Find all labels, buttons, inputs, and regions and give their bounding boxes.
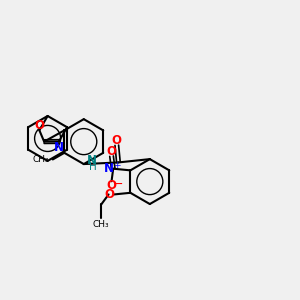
Text: O: O bbox=[106, 179, 116, 192]
Text: −: − bbox=[112, 178, 123, 191]
Text: N: N bbox=[54, 141, 64, 154]
Text: N: N bbox=[104, 162, 114, 175]
Text: O: O bbox=[34, 119, 44, 132]
Text: +: + bbox=[113, 161, 120, 170]
Text: O: O bbox=[106, 145, 116, 158]
Text: O: O bbox=[112, 134, 122, 147]
Text: CH₃: CH₃ bbox=[93, 220, 110, 229]
Text: O: O bbox=[104, 188, 114, 201]
Text: CH₃: CH₃ bbox=[32, 155, 49, 164]
Text: N: N bbox=[87, 154, 98, 166]
Text: H: H bbox=[89, 162, 97, 172]
